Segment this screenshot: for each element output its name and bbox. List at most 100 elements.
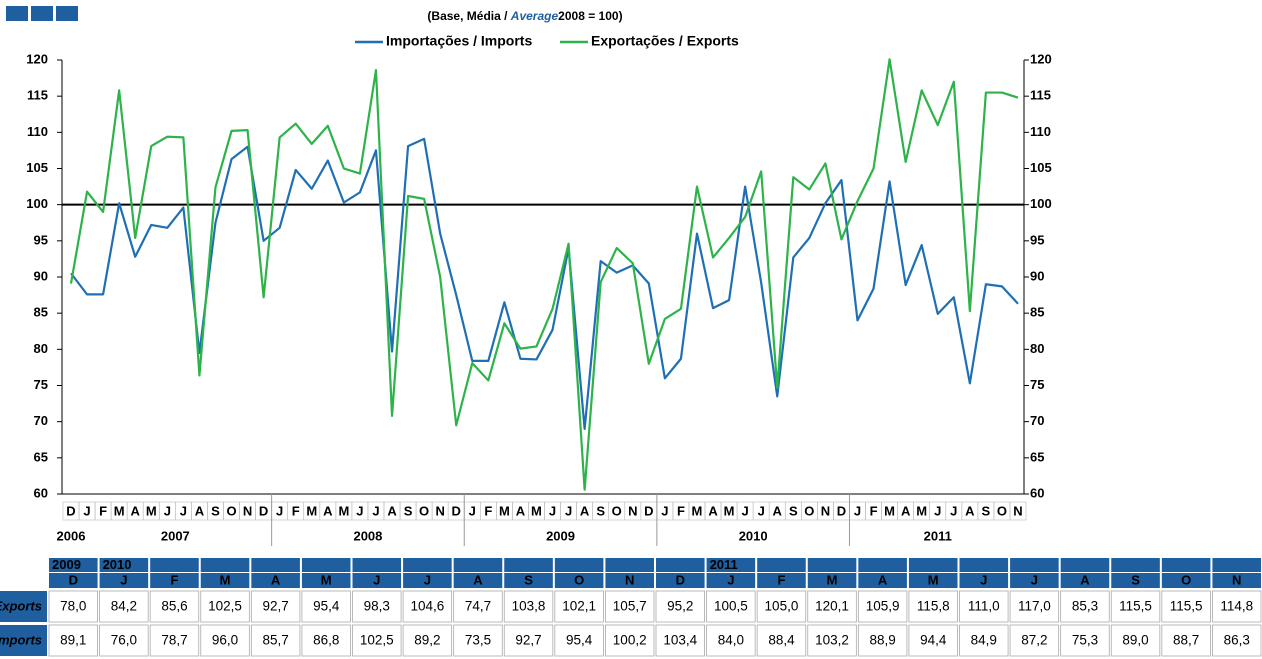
table-month-cell (150, 573, 199, 588)
x-tick-label: M (724, 503, 735, 518)
title-part: Average (510, 9, 559, 23)
y2-tick-label: 115 (1030, 88, 1051, 103)
table-year-cell (200, 558, 250, 572)
table-month-cell (1161, 573, 1211, 588)
x-tick-label: F (99, 503, 107, 518)
table-month: M (827, 572, 838, 587)
table-year-cell (453, 558, 503, 572)
table-month: A (1080, 572, 1090, 587)
x-tick-label: J (180, 503, 187, 518)
y2-tick-label: 70 (1030, 413, 1044, 428)
table-year-cell (403, 558, 452, 572)
table-month: A (473, 572, 483, 587)
title-part: (Base, Média / (427, 9, 510, 23)
table-month-cell (301, 573, 351, 588)
table-cell-value: 102,1 (562, 599, 596, 614)
x-tick-label: J (372, 503, 379, 518)
table-cell (756, 590, 807, 623)
table-cell-value: 73,5 (465, 633, 491, 648)
table-month-cell (656, 573, 705, 588)
table-cell (1212, 624, 1262, 657)
x-tick-label: J (950, 503, 957, 518)
table-cell (706, 624, 756, 657)
table-cell (200, 590, 250, 623)
table-cell (655, 590, 705, 623)
x-tick-label: M (692, 503, 703, 518)
x-tick-label: S (211, 503, 220, 518)
table-year-cell (605, 558, 654, 572)
y-tick-label: 60 (34, 485, 48, 500)
y2-tick-label: 110 (1030, 124, 1051, 139)
y2-tick-label: 65 (1030, 449, 1044, 464)
x-tick-label: A (708, 503, 718, 518)
x-tick-label: A (580, 503, 590, 518)
table-cell-value: 92,7 (262, 599, 288, 614)
x-tick-label: O (997, 503, 1007, 518)
chart-title: (Base, Média / Average2008 = 100) (427, 9, 622, 23)
table-cell-value: 103,4 (663, 633, 697, 648)
y-tick-label: 105 (26, 160, 48, 175)
year-label: 2006 (57, 528, 86, 543)
x-tick-label: J (934, 503, 941, 518)
table-year-cell (656, 558, 705, 572)
table-month: F (777, 572, 785, 587)
x-tick-label: N (628, 503, 637, 518)
table-year: 2009 (52, 557, 81, 572)
table-cell-value: 111,0 (968, 599, 1000, 614)
table-year-cell (1060, 558, 1110, 572)
table-month-cell (352, 573, 402, 588)
x-tick-label: M (531, 503, 542, 518)
table-cell (857, 624, 908, 657)
table-year-cell (99, 558, 149, 572)
table-cell (352, 624, 402, 657)
table-cell-value: 120,1 (815, 599, 849, 614)
x-tick-label: J (742, 503, 749, 518)
table-cell-value: 102,5 (360, 633, 394, 648)
y-tick-label: 70 (34, 413, 48, 428)
y2-tick-label: 85 (1030, 305, 1044, 320)
table-month: M (321, 572, 332, 587)
year-label: 2007 (161, 528, 190, 543)
table-cell (655, 624, 705, 657)
table-month: M (220, 572, 231, 587)
table-month: N (625, 572, 634, 587)
y-tick-label: 65 (34, 449, 48, 464)
table-cell (301, 590, 351, 623)
y2-tick-label: 90 (1030, 268, 1044, 283)
table-cell-value: 115,8 (917, 599, 950, 614)
logo-square (6, 6, 28, 21)
y2-tick-label: 120 (1030, 51, 1052, 66)
x-tick-label: S (596, 503, 605, 518)
x-tick-label: A (516, 503, 526, 518)
table-month: F (170, 572, 178, 587)
x-tick-label: J (83, 503, 90, 518)
table-month-cell (757, 573, 806, 588)
table-month-cell (504, 573, 553, 588)
table-cell (48, 590, 98, 623)
x-tick-label: M (338, 503, 349, 518)
table-row-label: Imports (0, 632, 42, 647)
table-cell-value: 103,8 (512, 599, 546, 614)
table-cell-value: 105,7 (613, 599, 647, 614)
table-month-cell (1010, 573, 1059, 588)
table-cell-value: 85,3 (1072, 599, 1098, 614)
table-cell (48, 624, 98, 657)
title-part: 2008 = 100) (558, 9, 622, 23)
logo-square (31, 6, 53, 21)
x-tick-label: M (884, 503, 895, 518)
x-tick-label: J (276, 503, 283, 518)
x-tick-label: O (804, 503, 814, 518)
series-line (70, 137, 1019, 430)
table-cell (1009, 624, 1060, 657)
table-month: J (120, 572, 127, 587)
y2-tick-label: 75 (1030, 377, 1044, 392)
table-cell-value: 86,8 (313, 633, 339, 648)
table-cell-value: 84,0 (718, 633, 744, 648)
table-cell-value: 117,0 (1018, 599, 1051, 614)
y-tick-label: 85 (34, 305, 48, 320)
x-tick-label: S (404, 503, 413, 518)
table-cell-value: 88,9 (869, 633, 895, 648)
table-cell-value: 96,0 (212, 633, 238, 648)
year-label: 2011 (924, 528, 952, 543)
table-cell-value: 78,0 (60, 599, 86, 614)
